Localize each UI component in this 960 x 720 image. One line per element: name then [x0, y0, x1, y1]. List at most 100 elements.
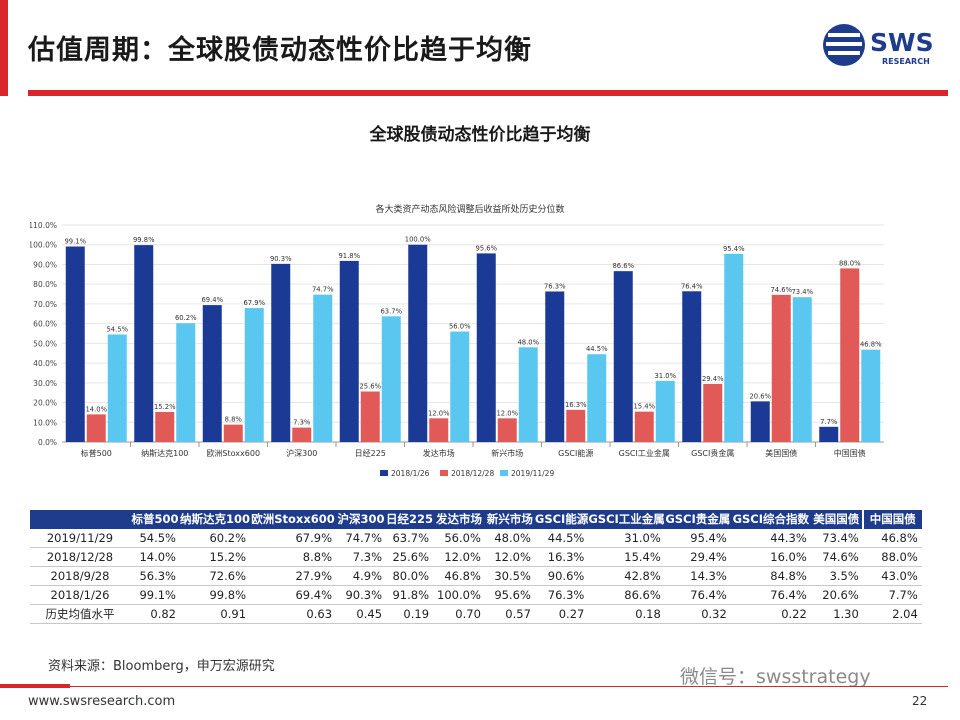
data-label: 76.3%	[544, 282, 566, 290]
table-header-cell: GSCI工业金属	[588, 510, 665, 529]
table-row-label: 2018/9/28	[30, 566, 130, 586]
table-cell: 44.5%	[534, 528, 589, 548]
title-accent-bar	[0, 0, 8, 96]
bar	[497, 418, 517, 442]
data-label: 8.8%	[225, 416, 243, 424]
table-cell: 16.3%	[534, 547, 589, 567]
data-label: 15.2%	[154, 403, 176, 411]
data-label: 88.0%	[839, 259, 861, 267]
table-cell: 30.5%	[484, 566, 535, 586]
data-label: 95.4%	[723, 245, 745, 253]
table-cell: 12.0%	[433, 547, 485, 567]
table-header-cell	[30, 510, 130, 529]
table-header-cell: 标普500	[130, 510, 180, 529]
table-cell: 91.8%	[386, 585, 434, 605]
data-label: 20.6%	[749, 392, 771, 400]
table-row-label: 2018/1/26	[30, 585, 130, 605]
x-tick-label: 新兴市场	[491, 448, 523, 458]
bar	[655, 380, 675, 442]
x-tick-label: 标普500	[81, 448, 112, 458]
table-row: 2018/9/28 56.3% 72.6% 27.9% 4.9% 80.0% 46.8% 30…	[30, 566, 922, 586]
bar	[861, 349, 881, 442]
y-tick-label: 90.0%	[33, 260, 57, 269]
bar-chart: 各大类资产动态风险调整后收益所处历史分位数 0.0% 10.0% 20.0% 30.0%…	[30, 203, 884, 478]
data-label: 99.1%	[64, 238, 86, 246]
bar	[223, 424, 243, 442]
table-cell: 46.8%	[862, 528, 922, 548]
table-cell: 60.2%	[180, 528, 251, 548]
table-cell: 95.4%	[664, 528, 731, 548]
data-label: 16.3%	[565, 401, 587, 409]
table-cell: 76.3%	[534, 585, 589, 605]
bar	[771, 294, 791, 442]
y-tick-label: 70.0%	[33, 300, 57, 309]
bar	[360, 391, 380, 442]
table-cell: 7.3%	[336, 547, 387, 567]
table-cell: 0.27	[534, 604, 589, 624]
data-table: 标普500 纳斯达克100 欧洲Stoxx600 沪深300 日经225 发达市场 新兴市场…	[30, 510, 922, 624]
data-label: 90.3%	[270, 255, 292, 263]
footer-url[interactable]: www.swsresearch.com	[28, 694, 176, 709]
table-cell: 0.82	[130, 604, 180, 624]
table-cell: 54.5%	[130, 528, 180, 548]
table-cell: 90.3%	[336, 585, 387, 605]
table-cell: 14.3%	[664, 566, 731, 586]
table-cell: 76.4%	[730, 585, 811, 605]
table-cell: 15.2%	[180, 547, 251, 567]
data-label: 74.6%	[770, 286, 792, 294]
table-cell: 15.4%	[588, 547, 665, 567]
table-cell: 27.9%	[250, 566, 337, 586]
table-cell: 0.45	[336, 604, 387, 624]
table-row: 2019/11/29 54.5% 60.2% 67.9% 74.7% 63.7% 56.0%…	[30, 528, 922, 548]
header-divider	[28, 90, 948, 96]
data-label: 60.2%	[175, 314, 197, 322]
data-label: 12.0%	[496, 409, 518, 417]
table-header-cell: 沪深300	[336, 510, 387, 529]
table-cell: 0.57	[484, 604, 535, 624]
bar	[682, 291, 702, 442]
page-number: 22	[912, 694, 928, 708]
bar	[176, 323, 196, 442]
chart-title: 全球股债动态性价比趋于均衡	[369, 125, 591, 145]
table-header-cell: 日经225	[386, 510, 434, 529]
table-cell: 100.0%	[433, 585, 485, 605]
footer-accent	[0, 684, 70, 688]
table-cell: 3.5%	[810, 566, 863, 586]
bar	[155, 412, 175, 442]
bar	[292, 427, 312, 442]
y-tick-label: 20.0%	[33, 399, 57, 408]
data-label: 54.5%	[106, 325, 128, 333]
table-row-label: 历史均值水平	[30, 604, 130, 624]
bar	[792, 297, 812, 442]
table-cell: 46.8%	[433, 566, 485, 586]
table-cell: 0.32	[664, 604, 731, 624]
y-tick-label: 0.0%	[38, 438, 57, 447]
bar	[202, 305, 222, 442]
table-header-cell: 纳斯达克100	[180, 510, 251, 529]
table-cell: 88.0%	[862, 547, 922, 567]
data-label: 69.4%	[201, 296, 223, 304]
data-label: 29.4%	[702, 375, 724, 383]
data-label: 25.6%	[359, 382, 381, 390]
data-label: 91.8%	[338, 252, 360, 260]
bar	[339, 260, 359, 442]
bar	[107, 334, 127, 442]
data-label: 95.6%	[475, 244, 497, 252]
x-tick-label: 欧洲Stoxx600	[206, 448, 260, 458]
sws-logo: SWS RESEARCH	[823, 24, 934, 66]
table-header-cell: GSCI能源	[534, 510, 589, 529]
legend-label: 2018/12/28	[451, 469, 494, 478]
table-cell: 31.0%	[588, 528, 665, 548]
bar	[408, 244, 428, 442]
x-tick-label: 沪深300	[286, 448, 317, 458]
footer-divider	[28, 686, 948, 687]
logo-text: SWS	[870, 28, 934, 57]
table-cell: 42.8%	[588, 566, 665, 586]
table-row-label: 2018/12/28	[30, 547, 130, 567]
bar	[566, 409, 586, 442]
data-label: 76.4%	[681, 282, 703, 290]
x-tick-label: 中国国债	[834, 448, 866, 458]
table-cell: 56.0%	[433, 528, 485, 548]
bar	[244, 308, 264, 442]
table-cell: 29.4%	[664, 547, 731, 567]
